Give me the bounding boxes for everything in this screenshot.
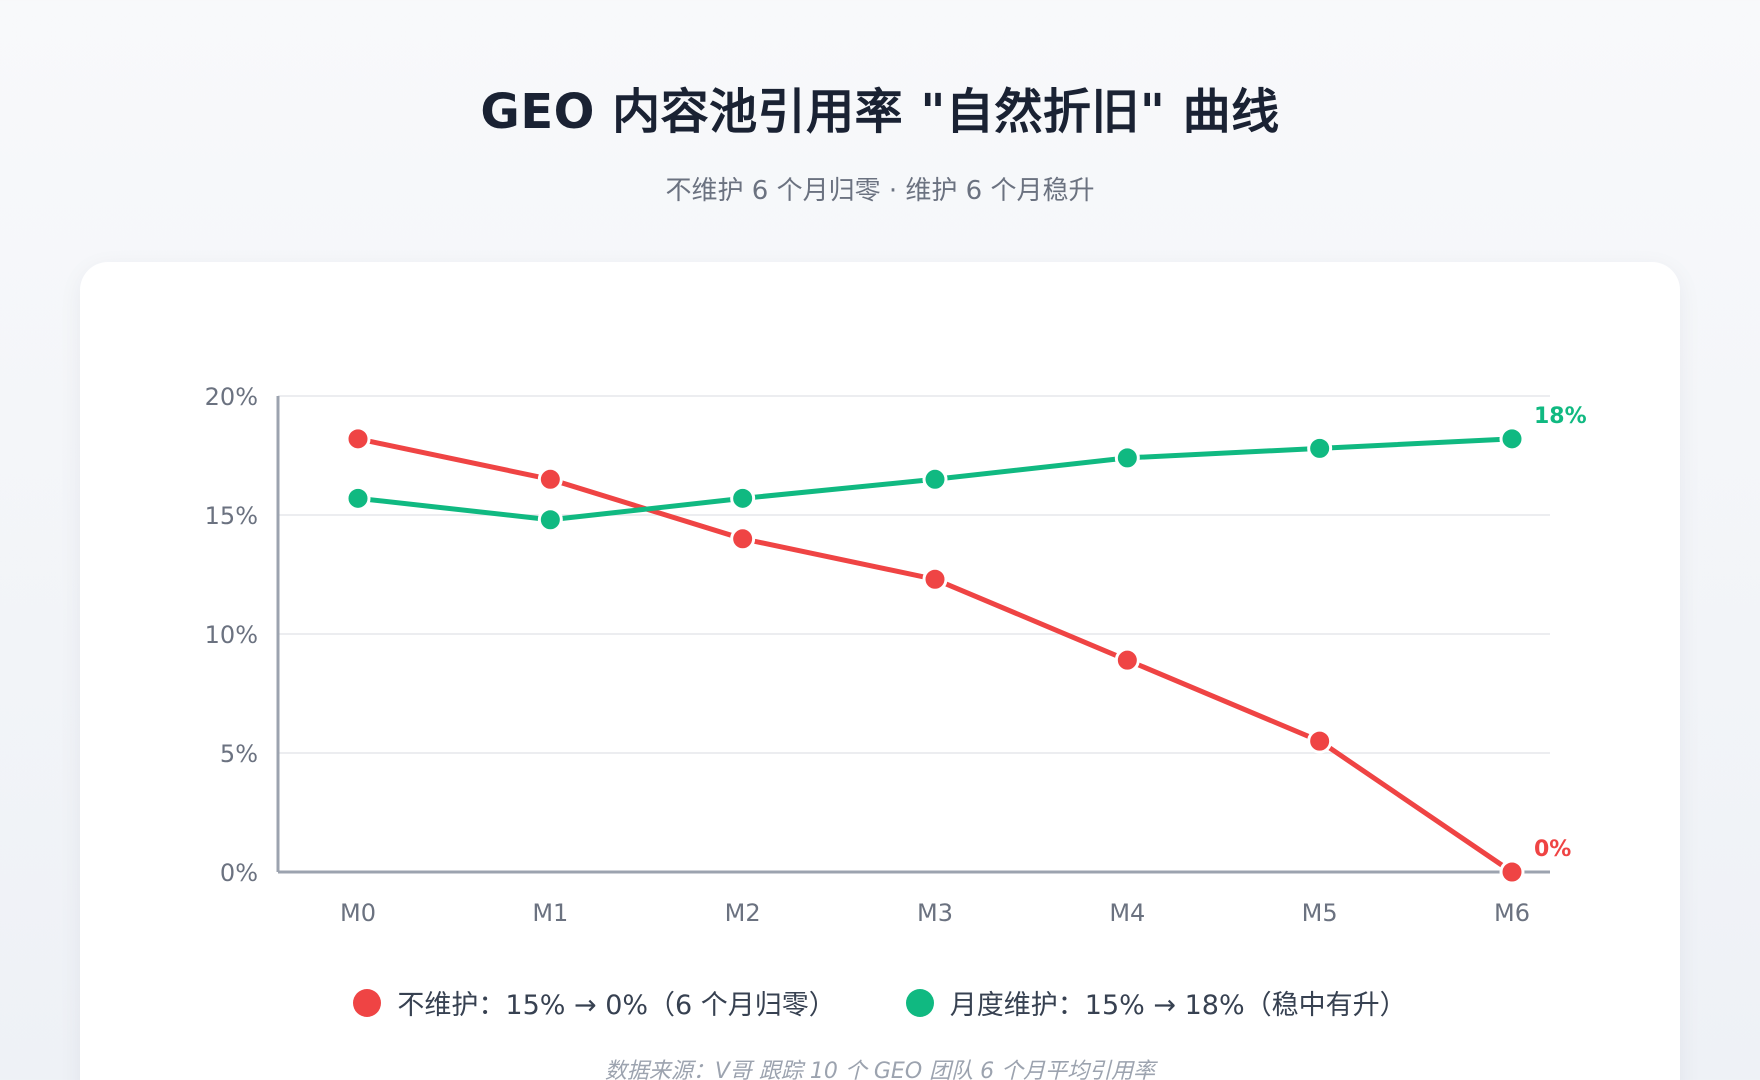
series-line-0	[355, 436, 1515, 875]
x-tick-label: M6	[1494, 899, 1530, 927]
page-subtitle: 不维护 6 个月归零 · 维护 6 个月稳升	[665, 176, 1095, 206]
x-tick-label: M3	[917, 899, 953, 927]
legend: 不维护：15% → 0%（6 个月归零） 月度维护：15% → 18%（稳中有升…	[0, 983, 1760, 1022]
data-point-0	[730, 526, 756, 552]
data-point-1	[922, 466, 948, 492]
x-tick-label: M4	[1109, 899, 1145, 927]
label-layer: 0% 5% 10% 15% 20% M0 M1 M2 M3 M4 M5 M6 0% 18%	[205, 383, 1587, 927]
end-value-label-0: 0%	[1534, 837, 1571, 862]
data-point-1	[730, 485, 756, 511]
chart-card	[80, 262, 1680, 1080]
end-value-label-1: 18%	[1534, 404, 1587, 429]
legend-label-monthly-maintenance: 月度维护：15% → 18%（稳中有升）	[949, 990, 1407, 1021]
data-point-1	[537, 507, 563, 533]
data-point-1	[1499, 426, 1525, 452]
legend-marker-monthly-maintenance	[905, 988, 934, 1017]
data-point-1	[345, 485, 371, 511]
y-tick-label: 0%	[220, 859, 258, 887]
y-tick-label: 20%	[205, 383, 258, 411]
data-point-1	[1307, 435, 1333, 461]
x-tick-label: M2	[725, 899, 761, 927]
legend-label-no-maintenance: 不维护：15% → 0%（6 个月归零）	[397, 990, 836, 1021]
x-tick-label: M1	[532, 899, 568, 927]
data-point-0	[345, 426, 371, 452]
y-tick-label: 15%	[205, 502, 258, 530]
data-point-0	[1307, 728, 1333, 754]
y-tick-label: 5%	[220, 740, 258, 768]
legend-item-no-maintenance[interactable]: 不维护：15% → 0%（6 个月归零）	[353, 983, 836, 1022]
data-point-0	[537, 466, 563, 492]
data-point-0	[1114, 647, 1140, 673]
data-point-0	[922, 566, 948, 592]
x-tick-label: M5	[1302, 899, 1338, 927]
legend-item-monthly-maintenance[interactable]: 月度维护：15% → 18%（稳中有升）	[905, 983, 1407, 1022]
series-layer	[345, 426, 1525, 885]
page-title: GEO 内容池引用率 "自然折旧" 曲线	[480, 84, 1280, 140]
axis-layer	[276, 396, 1550, 874]
data-point-1	[1114, 445, 1140, 471]
y-tick-label: 10%	[205, 621, 258, 649]
legend-marker-no-maintenance	[353, 988, 382, 1017]
data-point-0	[1499, 859, 1525, 885]
data-source-note: 数据来源：V哥 跟踪 10 个 GEO 团队 6 个月平均引用率	[604, 1059, 1156, 1080]
x-tick-label: M0	[340, 899, 376, 927]
